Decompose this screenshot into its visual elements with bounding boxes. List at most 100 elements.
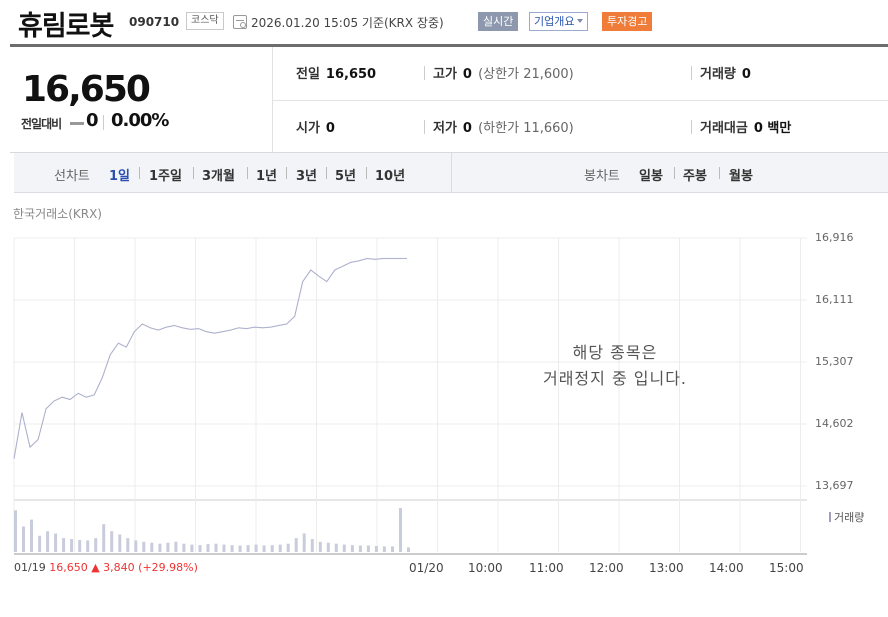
volume-bar [38,535,42,552]
quote-panel: 16,650 전일대비 0 0.00% 전일 16,650 고가 0 (상한가 21… [10,47,888,153]
volume-bar [310,539,314,552]
volume-bar [286,543,290,552]
prev-day-price: 16,650 [49,561,88,574]
x-tick: 13:00 [649,561,684,575]
tab-divider [139,167,140,179]
stock-code: 090710 [129,15,180,29]
volume-bar [326,542,330,552]
company-overview-label: 기업개요 [534,15,575,28]
amount-cell: 거래대금 0 백만 [700,117,791,136]
tab-daily-candle[interactable]: 일봉 [639,169,663,184]
x-tick: 01/20 [409,561,444,575]
cell-divider [424,120,425,134]
change-divider [103,115,104,130]
investment-warning-button[interactable]: 투자경고 [602,12,653,31]
volume-bar [110,531,114,552]
legend-marker-icon [829,512,831,522]
tab-1year[interactable]: 1년 [256,169,278,184]
stock-header: 휴림로봇 090710 코스닥 2026.01.20 15:05 기준(KRX … [0,0,888,44]
upper-limit: (상한가 21,600) [478,67,574,82]
volume-bar [318,541,322,552]
y-tick: 15,307 [815,355,854,368]
volume-bar [206,544,210,552]
prev-day-summary: 01/19 16,650 ▲ 3,840 (+29.98%) [14,561,198,574]
volume-bar [46,531,50,552]
prev-day-date: 01/19 [14,561,46,574]
tab-1week[interactable]: 1주일 [149,169,182,184]
tab-1day[interactable]: 1일 [109,169,131,184]
cell-divider [691,66,692,80]
price-chart [13,237,807,555]
tab-3year[interactable]: 3년 [296,169,318,184]
volume-bar [334,543,338,552]
volume-bar [294,538,298,552]
volume-cell: 거래량 0 [700,63,751,82]
halt-line-2: 거래정지 중 입니다. [542,369,688,388]
amount-value: 0 백만 [753,121,792,136]
volume-bar [222,544,226,552]
volume-bar [150,542,154,552]
x-tick: 12:00 [589,561,624,575]
volume-bar [198,545,202,552]
prev-close-value: 16,650 [325,67,377,82]
chevron-down-icon [577,19,584,23]
high-cell: 고가 0 (상한가 21,600) [433,63,574,82]
volume-value: 0 [741,67,751,82]
y-tick: 14,602 [815,417,854,430]
tab-divider [674,167,675,179]
volume-bar [407,547,410,552]
volume-bar [230,545,234,552]
volume-bar [78,540,82,552]
market-badge: 코스닥 [186,12,224,30]
volume-bar [391,546,394,552]
prev-close-cell: 전일 16,650 [296,63,376,82]
volume-bar [158,543,162,552]
open-cell: 시가 0 [296,117,335,136]
low-label: 저가 [433,121,457,136]
volume-bar [30,519,33,552]
volume-legend-label: 거래량 [834,511,865,524]
tab-5year[interactable]: 5년 [335,169,357,184]
volume-bar [94,538,98,552]
volume-bar [366,545,370,552]
volume-label: 거래량 [700,67,736,82]
low-cell: 저가 0 (하한가 11,660) [433,117,574,136]
volume-bar [62,538,66,552]
tab-divider [719,167,720,179]
volume-bar [22,526,25,552]
volume-bar [142,541,146,552]
volume-bar [166,542,170,552]
volume-bar [246,545,250,552]
volume-bar [54,533,58,552]
prev-day-change: ▲ 3,840 [91,561,135,574]
chart-tabs: 선차트 1일 1주일 3개월 1년 3년 5년 10년 봉차트 일봉 주봉 월봉 [14,153,888,193]
tab-weekly-candle[interactable]: 주봉 [683,169,707,184]
open-label: 시가 [296,121,320,136]
x-tick: 10:00 [468,561,503,575]
tab-monthly-candle[interactable]: 월봉 [729,169,753,184]
price-line [13,257,407,459]
company-overview-button[interactable]: 기업개요 [529,12,589,31]
realtime-button[interactable]: 실시간 [478,12,519,31]
volume-bar [350,545,354,552]
volume-bar [278,544,282,552]
data-source: 한국거래소(KRX) [13,207,102,221]
volume-bar [174,541,178,552]
tab-3month[interactable]: 3개월 [202,169,235,184]
tab-10year[interactable]: 10년 [375,169,406,184]
current-price: 16,650 [22,69,151,110]
volume-bar [118,534,122,552]
volume-bar [254,544,258,552]
price-line-edge [13,258,407,459]
volume-bar [342,544,346,552]
chart-vertical-grid [13,238,801,552]
price-box: 16,650 전일대비 0 0.00% [10,47,273,153]
tab-divider [247,167,248,179]
volume-bar [134,540,138,552]
volume-bar [102,524,106,552]
volume-bar [270,545,274,552]
date-info: 2026.01.20 15:05 기준(KRX 장중) [251,16,444,30]
low-value: 0 [462,121,472,136]
amount-label: 거래대금 [700,121,748,136]
x-tick: 15:00 [769,561,804,575]
